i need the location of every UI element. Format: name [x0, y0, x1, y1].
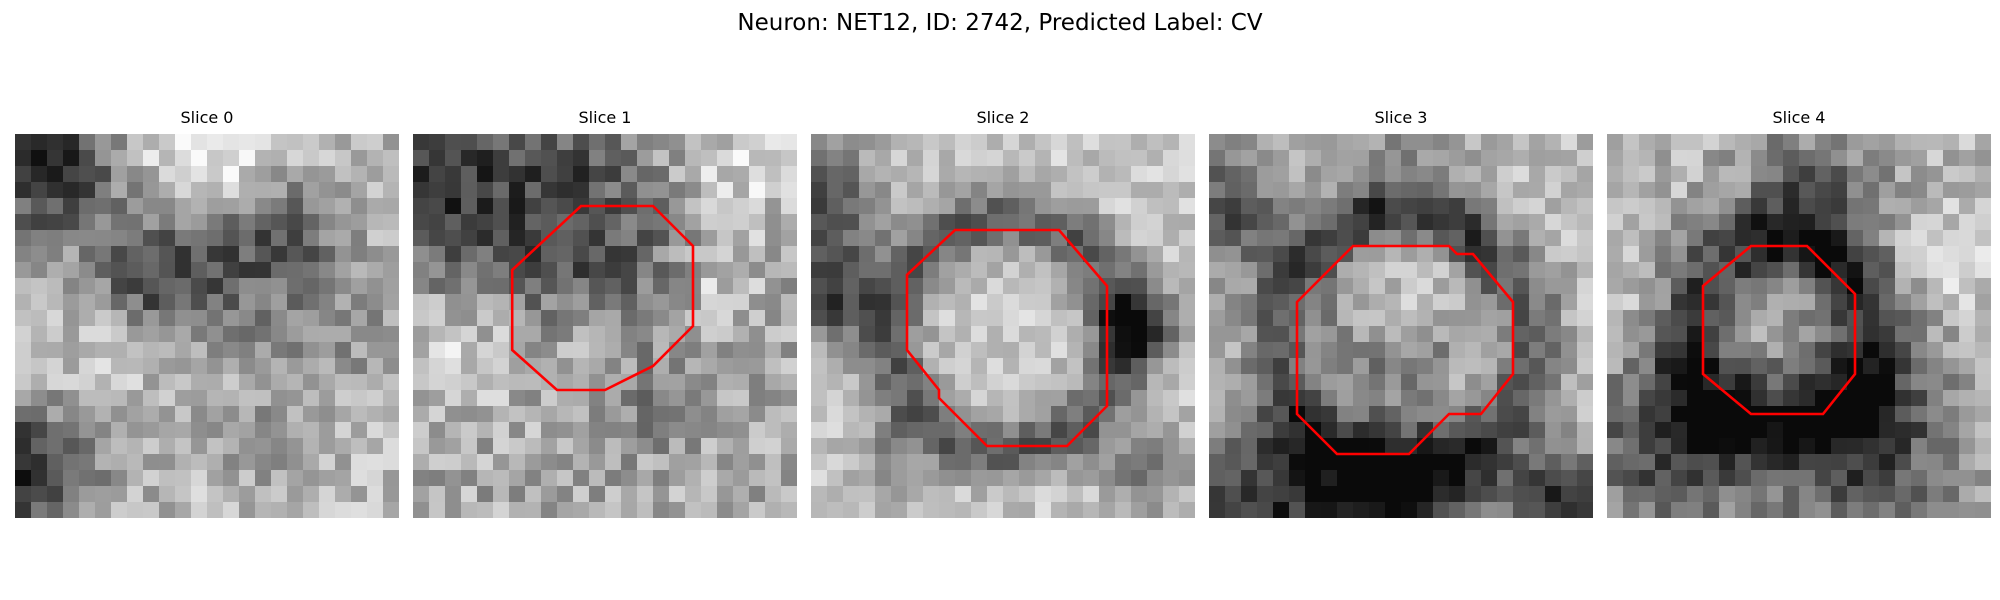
pixel-grid — [811, 134, 1195, 518]
pixel-grid — [413, 134, 797, 518]
pixel-grid — [1607, 134, 1991, 518]
slice-image — [1607, 134, 1991, 518]
slice-title: Slice 4 — [1772, 108, 1826, 127]
slice-image — [15, 134, 399, 518]
slice-image — [413, 134, 797, 518]
pixel-grid — [15, 134, 399, 518]
figure-title: Neuron: NET12, ID: 2742, Predicted Label… — [737, 10, 1263, 36]
pixel-grid — [1209, 134, 1593, 518]
slice-title: Slice 0 — [180, 108, 234, 127]
slice-title: Slice 3 — [1374, 108, 1428, 127]
slice-title: Slice 1 — [578, 108, 632, 127]
segmentation-contour — [1295, 244, 1515, 456]
slice-image — [1209, 134, 1593, 518]
segmentation-contour — [905, 228, 1109, 448]
slice-image — [811, 134, 1195, 518]
segmentation-contour — [1701, 244, 1857, 416]
segmentation-contour — [510, 204, 695, 392]
slice-title: Slice 2 — [976, 108, 1030, 127]
